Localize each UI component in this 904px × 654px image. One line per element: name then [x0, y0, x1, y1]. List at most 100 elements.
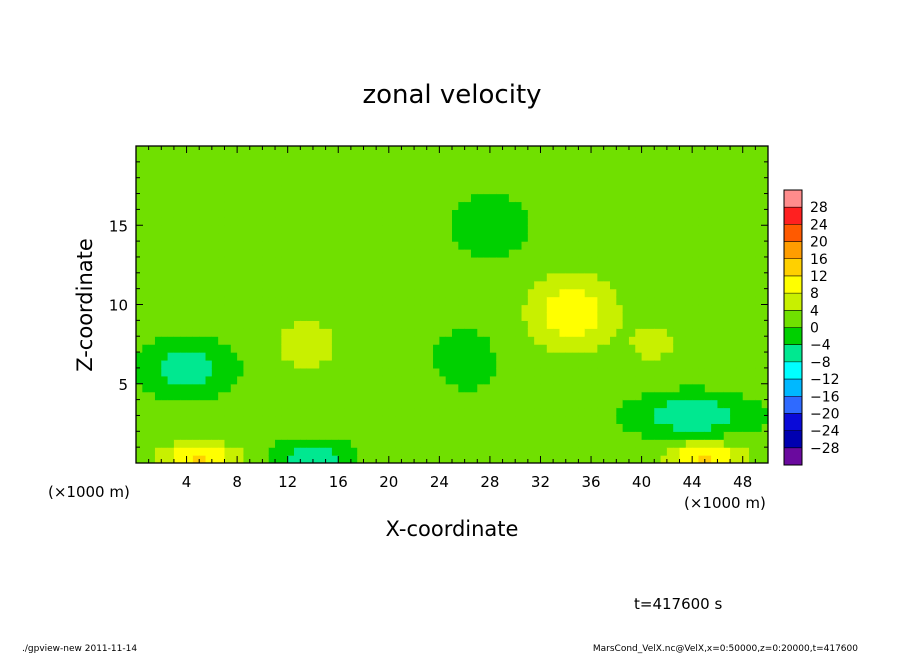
heat-cell — [363, 249, 371, 258]
heat-cell — [654, 288, 662, 298]
heat-cell — [527, 399, 535, 409]
heat-cell — [711, 383, 719, 393]
heat-cell — [331, 304, 339, 314]
heat-cell — [433, 264, 440, 274]
heat-cell — [154, 407, 162, 417]
heat-cell — [489, 193, 497, 203]
heat-cell — [452, 367, 459, 377]
heat-cell — [553, 328, 561, 337]
heat-cell — [262, 185, 270, 195]
heat-cell — [610, 296, 617, 306]
x-tick-label: 12 — [278, 473, 297, 491]
heat-cell — [515, 201, 523, 211]
heat-cell — [452, 280, 459, 290]
heat-cell — [325, 272, 333, 282]
heat-cell — [540, 312, 548, 321]
heat-cell — [445, 431, 453, 440]
heat-cell — [350, 423, 358, 432]
heat-cell — [458, 217, 466, 226]
colorbar-tick-label: 8 — [810, 286, 819, 302]
heat-cell — [180, 391, 188, 401]
heat-cell — [420, 336, 428, 345]
heat-cell — [540, 264, 548, 274]
heat-cell — [635, 249, 643, 258]
heat-cell — [401, 288, 409, 298]
heat-cell — [243, 153, 251, 163]
heat-cell — [704, 391, 712, 401]
heat-cell — [470, 153, 478, 163]
heat-cell — [654, 391, 662, 401]
heat-cell — [597, 241, 605, 250]
heat-cell — [736, 304, 744, 314]
heat-cell — [730, 383, 737, 393]
heat-cell — [363, 288, 371, 298]
heat-cell — [407, 431, 415, 440]
heat-cell — [161, 288, 169, 298]
heat-cell — [610, 241, 617, 250]
colorbar-tick-label: −12 — [810, 372, 840, 388]
heat-cell — [306, 367, 314, 377]
heat-cell — [167, 431, 175, 440]
heat-cell — [287, 169, 295, 179]
heat-cell — [224, 312, 232, 321]
heat-cell — [376, 241, 384, 250]
heat-cell — [382, 439, 390, 448]
heat-cell — [205, 225, 213, 234]
heat-cell — [534, 439, 542, 448]
heat-cell — [521, 344, 529, 353]
heat-cell — [161, 375, 169, 385]
heat-cell — [230, 304, 238, 314]
heat-cell — [483, 399, 491, 409]
heat-cell — [420, 407, 428, 417]
heat-cell — [357, 241, 365, 250]
heat-cell — [199, 407, 207, 417]
heat-cell — [319, 344, 327, 353]
heat-cell — [249, 423, 257, 432]
heat-cell — [603, 336, 611, 345]
heat-cell — [464, 336, 472, 345]
heat-cell — [698, 256, 706, 266]
heat-cell — [572, 439, 579, 448]
heat-cell — [192, 193, 200, 203]
heat-cell — [521, 439, 529, 448]
heat-cell — [331, 336, 339, 345]
heat-cell — [382, 431, 390, 440]
heat-cell — [142, 249, 150, 258]
heat-cell — [761, 431, 768, 440]
heat-cell — [628, 336, 636, 345]
heat-cell — [249, 447, 257, 456]
heat-cell — [477, 249, 485, 258]
heat-cell — [414, 312, 421, 321]
heat-cell — [161, 391, 169, 401]
heat-cell — [338, 146, 346, 155]
heat-cell — [262, 161, 270, 171]
heat-cell — [382, 280, 390, 290]
heat-cell — [685, 415, 693, 424]
heat-cell — [211, 256, 219, 266]
heat-cell — [218, 264, 226, 274]
heat-cell — [698, 280, 706, 290]
heat-cell — [262, 249, 270, 258]
heat-cell — [344, 344, 352, 353]
heat-cell — [622, 312, 630, 321]
heat-cell — [565, 328, 573, 337]
heat-cell — [281, 439, 289, 448]
heat-cell — [148, 455, 156, 463]
heat-cell — [578, 407, 586, 417]
heat-cell — [136, 146, 143, 155]
heat-cell — [224, 328, 232, 337]
heat-cell — [395, 415, 403, 424]
heat-cell — [496, 455, 504, 463]
heat-cell — [452, 161, 459, 171]
heat-cell — [319, 391, 327, 401]
heat-cell — [698, 359, 706, 369]
heat-cell — [243, 320, 251, 329]
heat-cell — [534, 344, 542, 353]
heat-cell — [458, 233, 466, 242]
heat-cell — [167, 304, 175, 314]
heat-cell — [180, 280, 188, 290]
heat-cell — [167, 375, 175, 385]
heat-cell — [666, 320, 674, 329]
heat-cell — [470, 320, 478, 329]
heat-cell — [136, 383, 143, 393]
